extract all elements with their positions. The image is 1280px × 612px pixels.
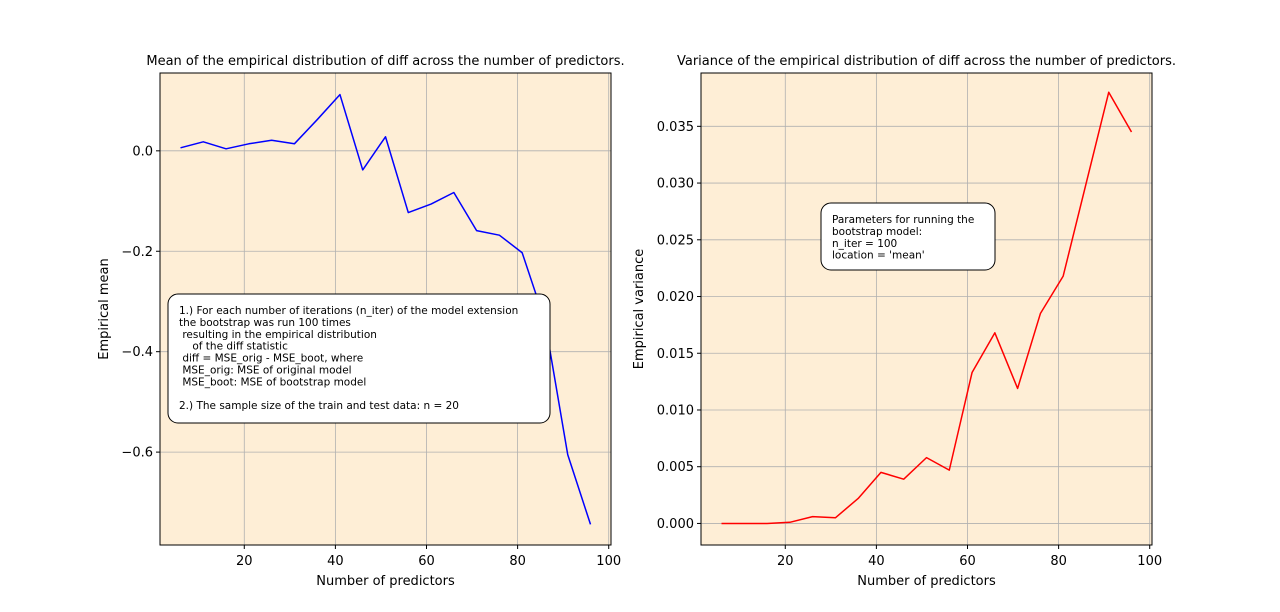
mean-ytick-label-2: −0.4 (121, 345, 153, 360)
mean-ytick-label-3: −0.6 (121, 446, 153, 461)
mean-point-21 (248, 143, 250, 145)
variance-chart-xlabel: Number of predictors (857, 574, 996, 589)
mean-chart-title: Mean of the empirical distribution of di… (146, 54, 624, 69)
variance-point-81 (1062, 275, 1064, 277)
variance-ytick-label-7: 0.035 (657, 120, 694, 135)
mean-xtick-label-60: 60 (418, 554, 435, 569)
variance-xtick-label-40: 40 (868, 554, 885, 569)
variance-plot-area (701, 73, 1152, 545)
mean-point-51 (384, 136, 386, 138)
mean-annotation-line-6: MSE_boot: MSE of bootstrap model (179, 376, 366, 388)
mean-point-91 (567, 453, 569, 455)
mean-point-96 (589, 523, 591, 525)
variance-ytick-label-5: 0.025 (657, 233, 694, 248)
variance-point-96 (1130, 131, 1132, 133)
mean-annotation-line-2: resulting in the empirical distribution (179, 329, 377, 341)
variance-annotation-line-3: location = 'mean' (832, 250, 925, 262)
variance-point-16 (766, 522, 768, 524)
variance-plot-background (701, 73, 1152, 545)
mean-annotation-line-0: 1.) For each number of iterations (n_ite… (179, 305, 518, 317)
variance-annotation-line-2: n_iter = 100 (832, 238, 897, 250)
mean-annotation-line-3: of the diff statistic (179, 341, 288, 353)
variance-point-11 (743, 522, 745, 524)
variance-xtick-label-80: 80 (1050, 554, 1067, 569)
mean-point-71 (475, 229, 477, 231)
mean-ytick-label-0: 0.0 (132, 144, 153, 159)
variance-chart: Variance of the empirical distribution o… (632, 54, 1176, 589)
variance-annotation-line-1: bootstrap model: (832, 226, 922, 238)
mean-chart-ylabel: Empirical mean (97, 258, 112, 359)
variance-annotation-box (820, 202, 996, 271)
mean-point-46 (362, 169, 364, 171)
mean-point-66 (453, 191, 455, 193)
mean-annotation: 1.) For each number of iterations (n_ite… (167, 293, 551, 424)
variance-point-26 (811, 515, 813, 517)
variance-point-71 (1016, 387, 1018, 389)
variance-point-56 (948, 469, 950, 471)
mean-xtick-label-100: 100 (596, 554, 621, 569)
variance-point-6 (720, 522, 722, 524)
variance-ytick-label-1: 0.005 (657, 460, 694, 475)
mean-series-line (180, 93, 592, 525)
mean-point-76 (498, 234, 500, 236)
mean-point-56 (407, 211, 409, 213)
variance-chart-title: Variance of the empirical distribution o… (677, 54, 1176, 69)
variance-point-76 (1039, 312, 1041, 314)
mean-point-41 (339, 93, 341, 95)
variance-ytick-label-0: 0.000 (657, 517, 694, 532)
variance-point-46 (903, 478, 905, 480)
mean-point-81 (521, 252, 523, 254)
variance-xtick-label-60: 60 (959, 554, 976, 569)
mean-annotation-box (167, 293, 551, 424)
mean-point-16 (225, 148, 227, 150)
variance-xtick-label-20: 20 (777, 554, 794, 569)
variance-point-41 (880, 471, 882, 473)
mean-chart: Mean of the empirical distribution of di… (97, 54, 625, 589)
mean-point-11 (202, 141, 204, 143)
mean-point-31 (293, 143, 295, 145)
variance-point-21 (789, 521, 791, 523)
variance-point-61 (971, 371, 973, 373)
variance-chart-ylabel: Empirical variance (632, 249, 647, 370)
mean-axes-frame (159, 72, 612, 546)
variance-annotation-line-0: Parameters for running the (832, 214, 974, 226)
mean-chart-xlabel: Number of predictors (316, 574, 455, 589)
variance-point-36 (857, 497, 859, 499)
mean-xtick-label-20: 20 (236, 554, 253, 569)
variance-ytick-label-6: 0.030 (657, 177, 694, 192)
mean-ytick-label-1: −0.2 (121, 245, 153, 260)
variance-point-31 (834, 517, 836, 519)
variance-point-66 (994, 332, 996, 334)
variance-ytick-label-4: 0.020 (657, 290, 694, 305)
variance-axes-frame (700, 72, 1153, 546)
mean-point-61 (430, 203, 432, 205)
mean-annotation-line-5: MSE_orig: MSE of original model (179, 365, 352, 377)
mean-annotation-line-4: diff = MSE_orig - MSE_boot, where (179, 353, 363, 365)
variance-point-51 (925, 456, 927, 458)
mean-point-6 (179, 147, 181, 149)
variance-series-line (721, 91, 1133, 525)
mean-xtick-label-80: 80 (509, 554, 526, 569)
variance-ytick-label-2: 0.010 (657, 403, 694, 418)
mean-annotation-line-1: the bootstrap was run 100 times (179, 317, 351, 329)
mean-xtick-label-40: 40 (327, 554, 344, 569)
mean-point-26 (270, 139, 272, 141)
mean-point-36 (316, 118, 318, 120)
variance-point-86 (1085, 183, 1087, 185)
variance-ytick-label-3: 0.015 (657, 347, 694, 362)
variance-point-91 (1108, 91, 1110, 93)
variance-xtick-label-100: 100 (1137, 554, 1162, 569)
mean-annotation-line-8: 2.) The sample size of the train and tes… (179, 400, 459, 412)
